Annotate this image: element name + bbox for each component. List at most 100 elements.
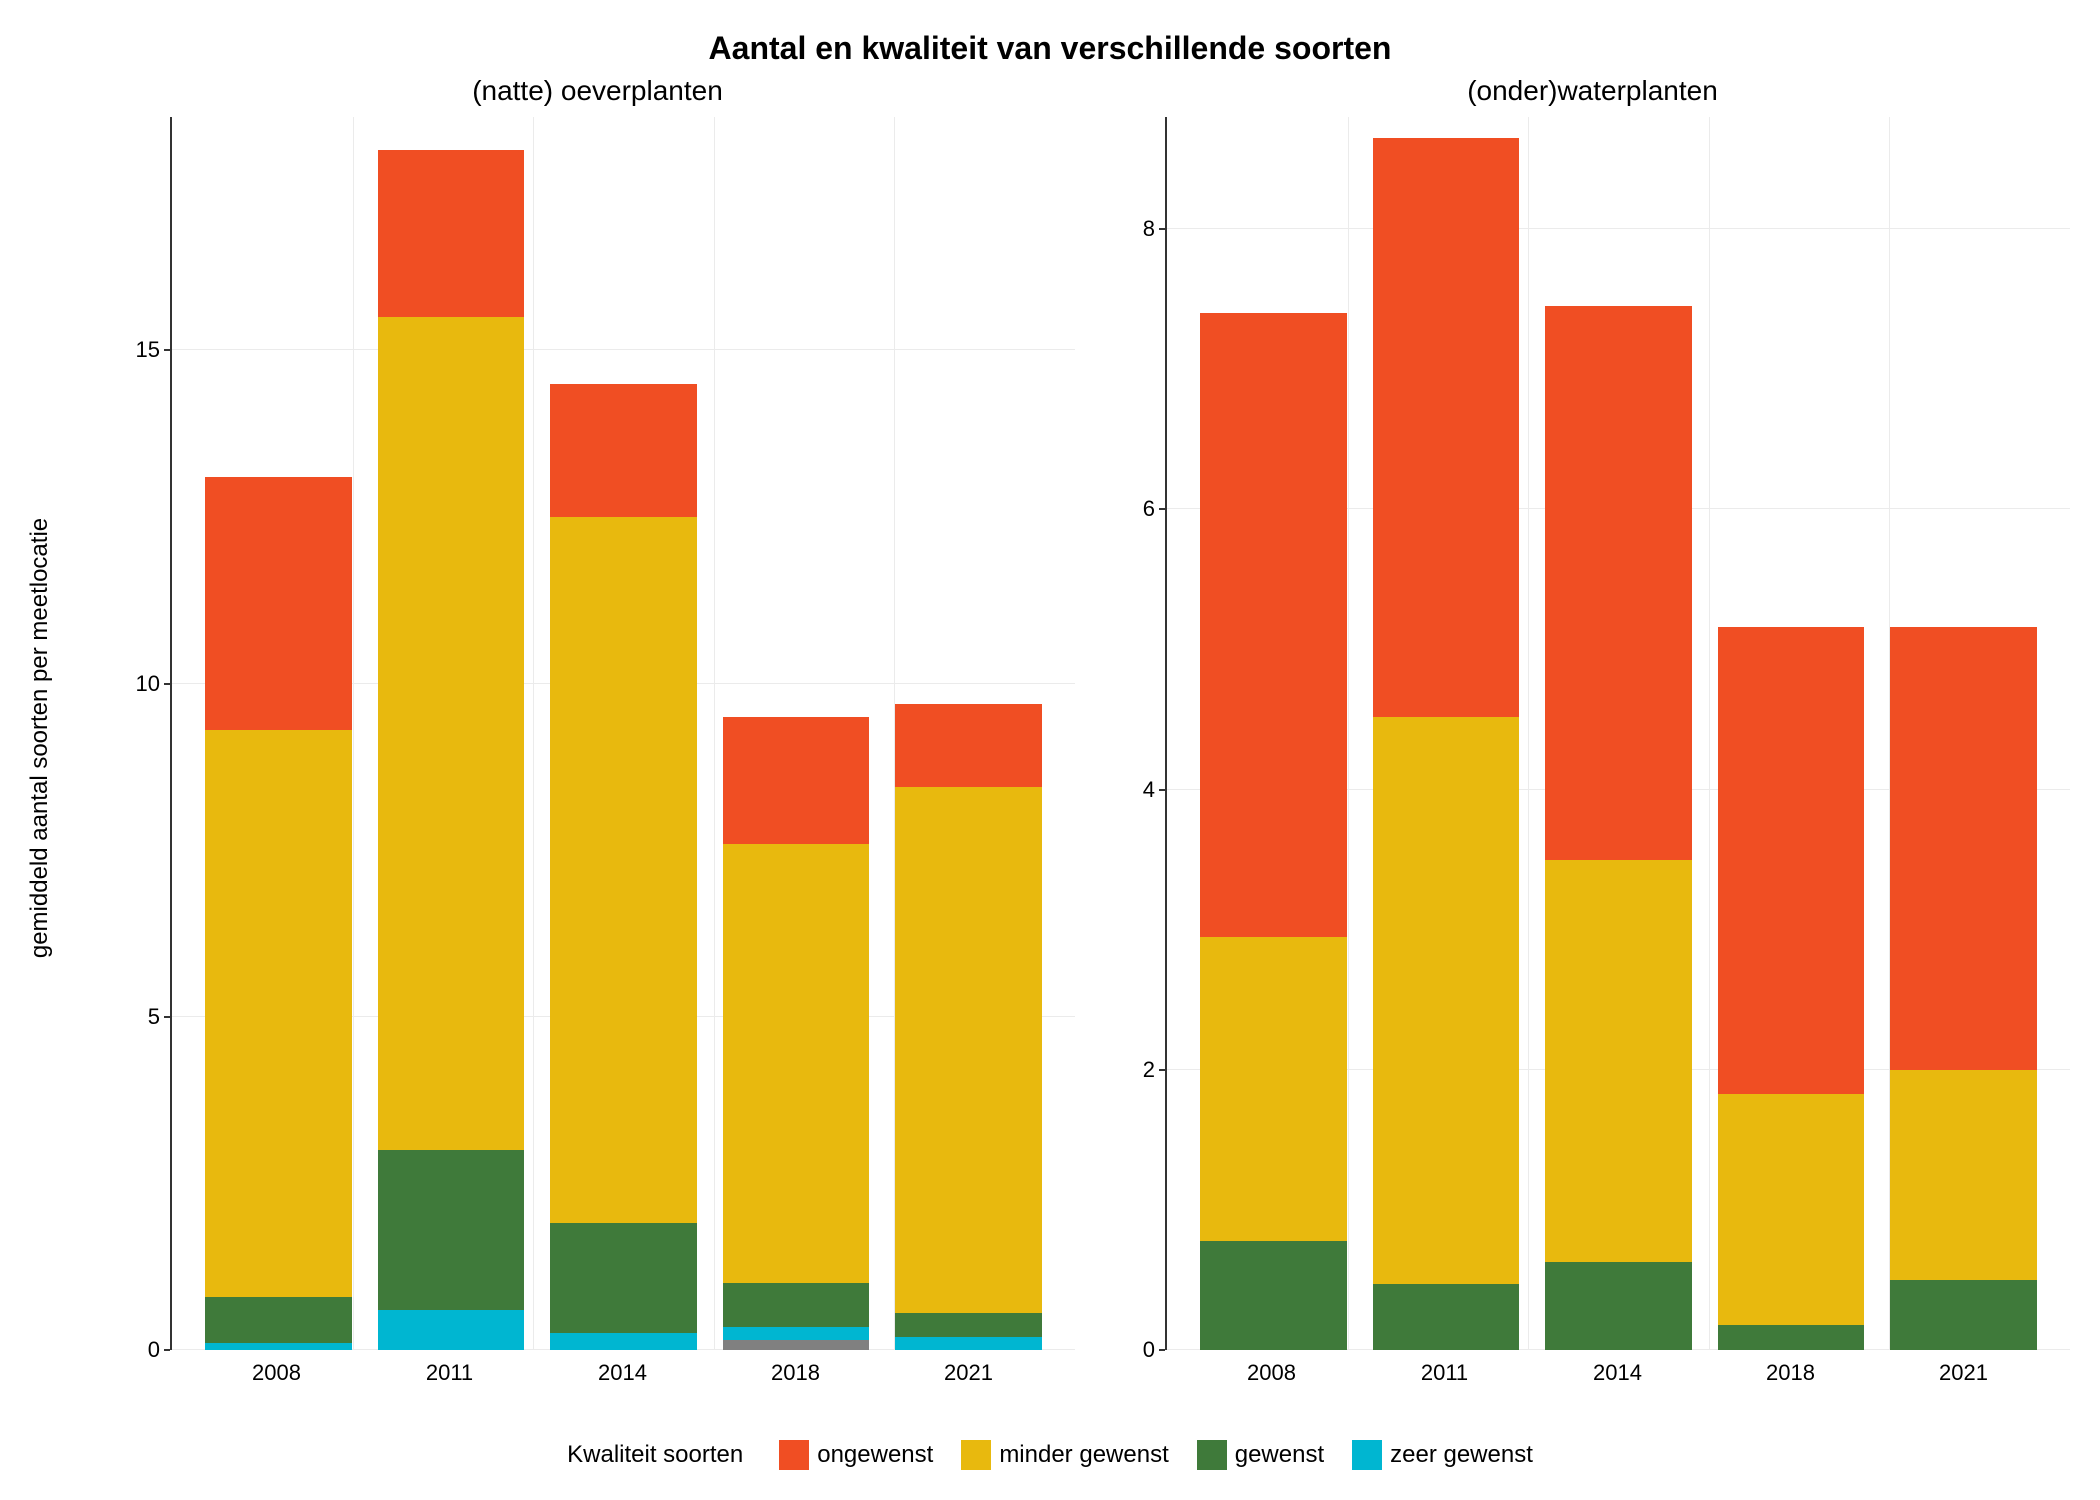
x-tick-label: 2011 xyxy=(363,1350,536,1400)
bar-group xyxy=(1532,117,1705,1350)
bar-segment-zeer_gewenst xyxy=(205,1343,352,1350)
chart-container: Aantal en kwaliteit van verschillende so… xyxy=(30,30,2070,1470)
x-tick-label: 2018 xyxy=(1704,1350,1877,1400)
bar-segment-minder_gewenst xyxy=(895,787,1042,1314)
legend-swatch xyxy=(1197,1440,1227,1470)
bar-segment-ongewenst xyxy=(1373,138,1520,717)
stacked-bar xyxy=(550,384,697,1350)
panel-right-yaxis: 02468 xyxy=(1115,117,1165,1350)
bar-segment-minder_gewenst xyxy=(205,730,352,1297)
bar-segment-ongewenst xyxy=(550,384,697,517)
bar-segment-gewenst xyxy=(723,1283,870,1326)
bar-segment-ongewenst xyxy=(723,717,870,844)
panel-right: (onder)waterplanten 0 2 4 6 8 20082011201420… xyxy=(1115,75,2070,1400)
bar-segment-zeer_gewenst xyxy=(378,1310,525,1350)
bar-segment-gewenst xyxy=(1718,1325,1865,1350)
bar-group xyxy=(1187,117,1360,1350)
bar-segment-gewenst xyxy=(1545,1262,1692,1350)
bar-group xyxy=(710,117,883,1350)
bar-group xyxy=(1877,117,2050,1350)
bar-segment-ongewenst xyxy=(895,704,1042,787)
stacked-bar xyxy=(1718,627,1865,1350)
panel-right-plot: 02468 xyxy=(1115,117,2070,1350)
panel-right-bars-inner xyxy=(1167,117,2070,1350)
chart-main-title: Aantal en kwaliteit van verschillende so… xyxy=(30,30,2070,67)
bar-group xyxy=(1360,117,1533,1350)
panel-left-plot: 051015 xyxy=(120,117,1075,1350)
bar-group xyxy=(1705,117,1878,1350)
legend-swatch xyxy=(779,1440,809,1470)
bar-segment-ongewenst xyxy=(1890,627,2037,1070)
stacked-bar xyxy=(1373,138,1520,1350)
bar-segment-minder_gewenst xyxy=(1890,1070,2037,1280)
bar-segment-ongewenst xyxy=(1200,313,1347,936)
x-tick-label: 2021 xyxy=(1877,1350,2050,1400)
legend-label: zeer gewenst xyxy=(1390,1441,1533,1469)
bar-segment-minder_gewenst xyxy=(1373,717,1520,1284)
legend-swatch xyxy=(961,1440,991,1470)
bar-segment-gewenst xyxy=(895,1313,1042,1336)
stacked-bar xyxy=(1545,306,1692,1350)
panel-left-xlabels: 20082011201420182021 xyxy=(170,1350,1075,1400)
legend-item-minder_gewenst: minder gewenst xyxy=(961,1440,1168,1470)
bar-segment-extra_gray xyxy=(723,1340,870,1350)
bar-group xyxy=(192,117,365,1350)
panel-left-bars-area xyxy=(170,117,1075,1350)
bar-segment-zeer_gewenst xyxy=(550,1333,697,1350)
bar-segment-zeer_gewenst xyxy=(723,1327,870,1340)
y-tick-label: 8 xyxy=(1143,216,1155,242)
bar-group xyxy=(882,117,1055,1350)
stacked-bar xyxy=(378,150,525,1350)
legend-label: ongewenst xyxy=(817,1441,933,1469)
y-tick-label: 6 xyxy=(1143,496,1155,522)
bar-segment-gewenst xyxy=(205,1297,352,1344)
legend-label: gewenst xyxy=(1235,1441,1324,1469)
x-tick-label: 2008 xyxy=(1185,1350,1358,1400)
x-tick-label: 2014 xyxy=(536,1350,709,1400)
panel-right-bars-area xyxy=(1165,117,2070,1350)
panels-row: gemiddeld aantal soorten per meetlocatie… xyxy=(30,75,2070,1400)
bar-segment-minder_gewenst xyxy=(1200,937,1347,1241)
bar-segment-gewenst xyxy=(1200,1241,1347,1350)
bar-segment-ongewenst xyxy=(378,150,525,317)
panel-right-title: (onder)waterplanten xyxy=(1115,75,2070,107)
legend-swatch xyxy=(1352,1440,1382,1470)
panel-left-yaxis: 051015 xyxy=(120,117,170,1350)
y-tick-label: 2 xyxy=(1143,1057,1155,1083)
panel-right-xaxis: 20082011201420182021 xyxy=(1115,1350,2070,1400)
y-axis-label: gemiddeld aantal soorten per meetlocatie xyxy=(26,517,54,957)
stacked-bar xyxy=(895,704,1042,1350)
x-tick-label: 2014 xyxy=(1531,1350,1704,1400)
y-tick-label: 5 xyxy=(148,1004,160,1030)
legend-label: minder gewenst xyxy=(999,1441,1168,1469)
legend: Kwaliteit soorten ongewenst minder gewens… xyxy=(30,1400,2070,1470)
legend-item-ongewenst: ongewenst xyxy=(779,1440,933,1470)
bar-segment-gewenst xyxy=(1890,1280,2037,1350)
stacked-bar xyxy=(205,477,352,1350)
y-tick-label: 4 xyxy=(1143,777,1155,803)
bar-segment-gewenst xyxy=(550,1223,697,1333)
bar-segment-minder_gewenst xyxy=(550,517,697,1223)
x-tick-label: 2008 xyxy=(190,1350,363,1400)
y-tick-label: 0 xyxy=(1143,1337,1155,1363)
panel-right-xlabels: 20082011201420182021 xyxy=(1165,1350,2070,1400)
bar-group xyxy=(365,117,538,1350)
bar-group xyxy=(537,117,710,1350)
bar-segment-gewenst xyxy=(378,1150,525,1310)
bar-segment-minder_gewenst xyxy=(1545,860,1692,1262)
panel-left-title: (natte) oeverplanten xyxy=(120,75,1075,107)
stacked-bar xyxy=(723,717,870,1350)
bar-segment-ongewenst xyxy=(1718,627,1865,1094)
y-tick-label: 10 xyxy=(136,671,160,697)
panel-left: (natte) oeverplanten 051015 200820112014… xyxy=(120,75,1075,1400)
bar-segment-ongewenst xyxy=(1545,306,1692,859)
bar-segment-minder_gewenst xyxy=(1718,1094,1865,1325)
legend-item-gewenst: gewenst xyxy=(1197,1440,1324,1470)
stacked-bar xyxy=(1200,313,1347,1350)
bar-segment-zeer_gewenst xyxy=(895,1337,1042,1350)
stacked-bar xyxy=(1890,627,2037,1350)
bar-segment-minder_gewenst xyxy=(378,317,525,1150)
legend-title: Kwaliteit soorten xyxy=(567,1441,743,1469)
panel-left-xaxis: 20082011201420182021 xyxy=(120,1350,1075,1400)
bar-segment-gewenst xyxy=(1373,1284,1520,1350)
